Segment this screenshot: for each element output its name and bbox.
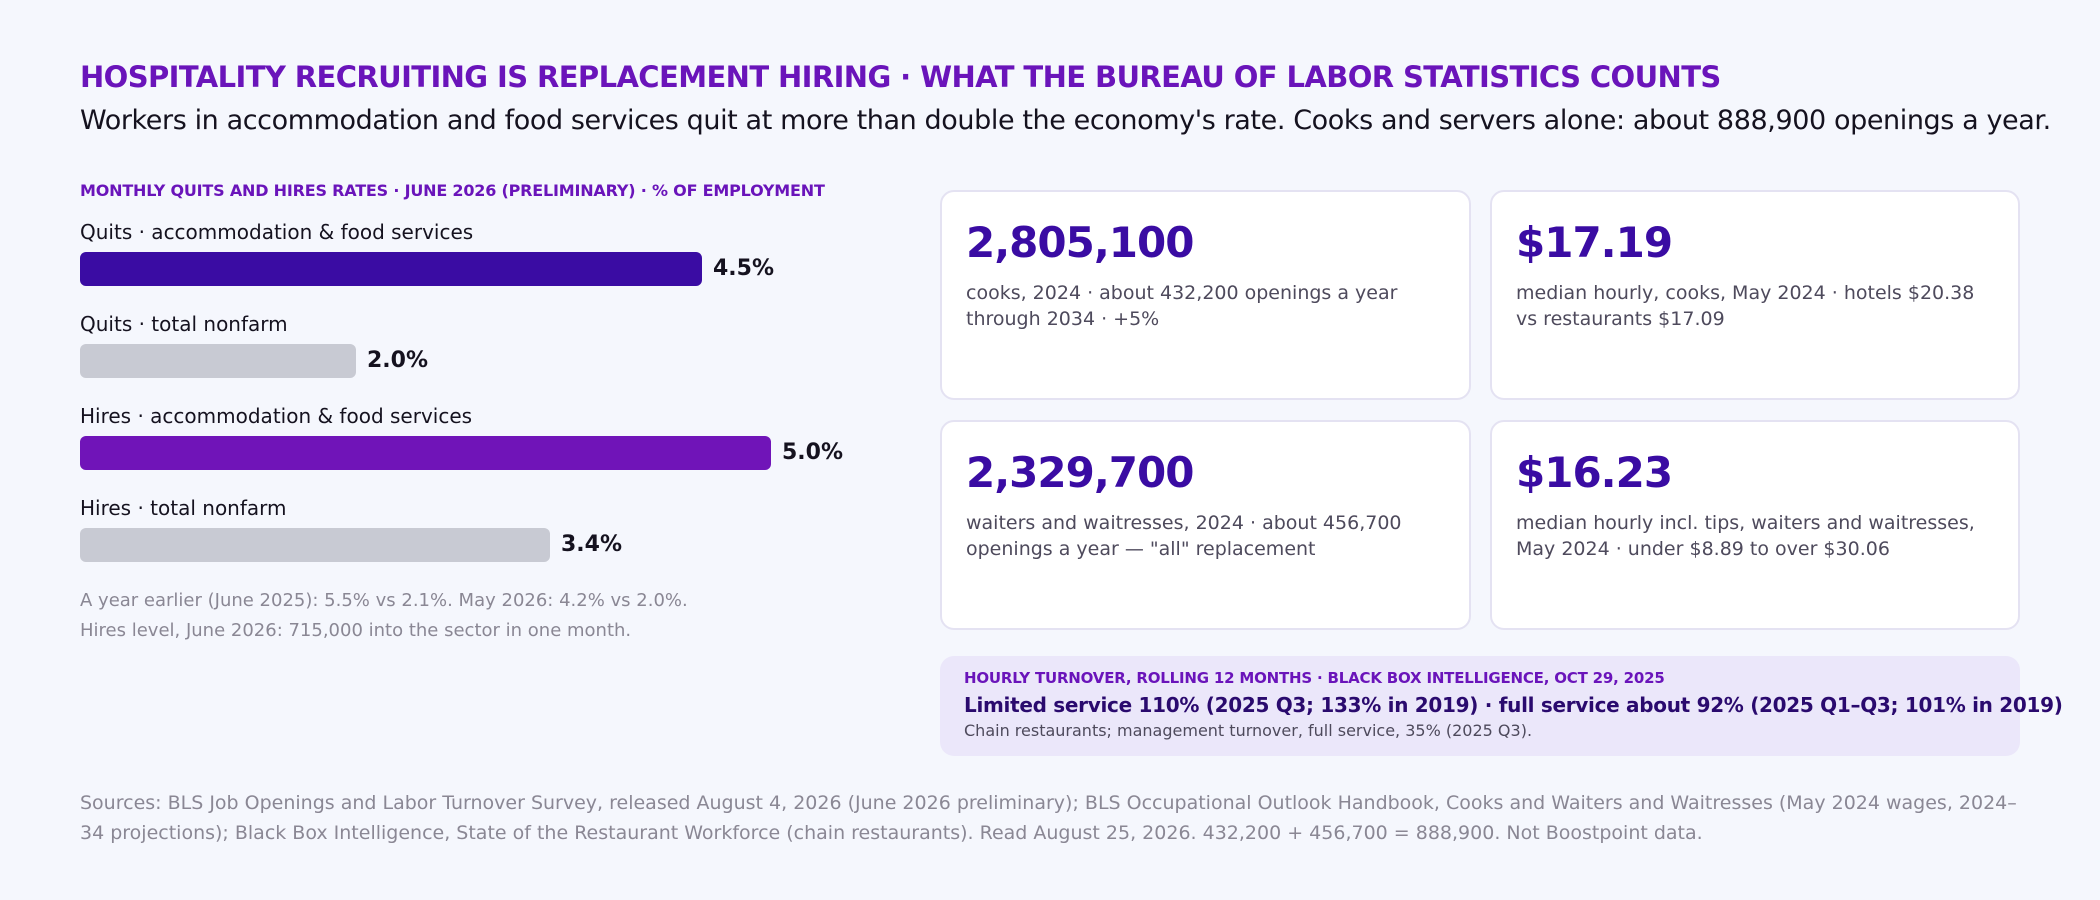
stat-description: cooks, 2024 · about 432,200 openings a y… xyxy=(966,282,1398,330)
bar-category-label: Hires · accommodation & food services xyxy=(80,404,473,428)
bar-row: Hires · total nonfarm 3.4% xyxy=(80,496,860,566)
bar-category-label: Quits · accommodation & food services xyxy=(80,220,474,244)
stat-card-cooks-wage: $17.19 median hourly, cooks, May 2024 · … xyxy=(1490,190,2020,400)
bar-category-label: Hires · total nonfarm xyxy=(80,496,287,520)
sources-footnote: Sources: BLS Job Openings and Labor Turn… xyxy=(80,792,2017,844)
bar-row: Quits · total nonfarm 2.0% xyxy=(80,312,860,382)
stat-value: 2,805,100 xyxy=(966,218,1194,267)
bar xyxy=(80,528,550,562)
bar-track: 5.0% xyxy=(80,436,860,470)
bar-value-label: 4.5% xyxy=(713,256,775,281)
stat-card-cooks-employment: 2,805,100 cooks, 2024 · about 432,200 op… xyxy=(940,190,1471,400)
stat-value: $17.19 xyxy=(1516,218,1673,267)
turnover-main: Limited service 110% (2025 Q3; 133% in 2… xyxy=(964,693,2063,717)
turnover-note: Chain restaurants; management turnover, … xyxy=(964,721,1533,740)
bar-track: 4.5% xyxy=(80,252,860,286)
stat-description: median hourly incl. tips, waiters and wa… xyxy=(1516,512,1975,560)
stat-value: 2,329,700 xyxy=(966,448,1194,497)
turnover-panel: HOURLY TURNOVER, ROLLING 12 MONTHS · BLA… xyxy=(940,656,2063,756)
bar-category-label: Quits · total nonfarm xyxy=(80,312,288,336)
bar xyxy=(80,344,356,378)
stat-description: median hourly, cooks, May 2024 · hotels … xyxy=(1516,282,1975,330)
stat-description: waiters and waitresses, 2024 · about 456… xyxy=(966,512,1402,560)
bar-value-label: 5.0% xyxy=(782,440,844,465)
bar-track: 2.0% xyxy=(80,344,860,378)
chart-note-1: A year earlier (June 2025): 5.5% vs 2.1%… xyxy=(80,590,688,611)
bar-row: Quits · accommodation & food services 4.5… xyxy=(80,220,860,290)
bar xyxy=(80,252,702,286)
bar xyxy=(80,436,771,470)
chart-title: MONTHLY QUITS AND HIRES RATES · JUNE 202… xyxy=(80,181,825,200)
chart-note-2: Hires level, June 2026: 715,000 into the… xyxy=(80,620,632,641)
bar-track: 3.4% xyxy=(80,528,860,562)
bar-row: Hires · accommodation & food services 5.0… xyxy=(80,404,860,474)
bar-value-label: 2.0% xyxy=(367,348,429,373)
turnover-title: HOURLY TURNOVER, ROLLING 12 MONTHS · BLA… xyxy=(964,669,1665,687)
page-subtitle: Workers in accommodation and food servic… xyxy=(80,105,2051,136)
stat-value: $16.23 xyxy=(1516,448,1673,497)
bar-value-label: 3.4% xyxy=(561,532,623,557)
stat-card-waiters-wage: $16.23 median hourly incl. tips, waiters… xyxy=(1490,420,2020,630)
stat-card-waiters-employment: 2,329,700 waiters and waitresses, 2024 ·… xyxy=(940,420,1471,630)
page-title: HOSPITALITY RECRUITING IS REPLACEMENT HI… xyxy=(80,60,1721,94)
